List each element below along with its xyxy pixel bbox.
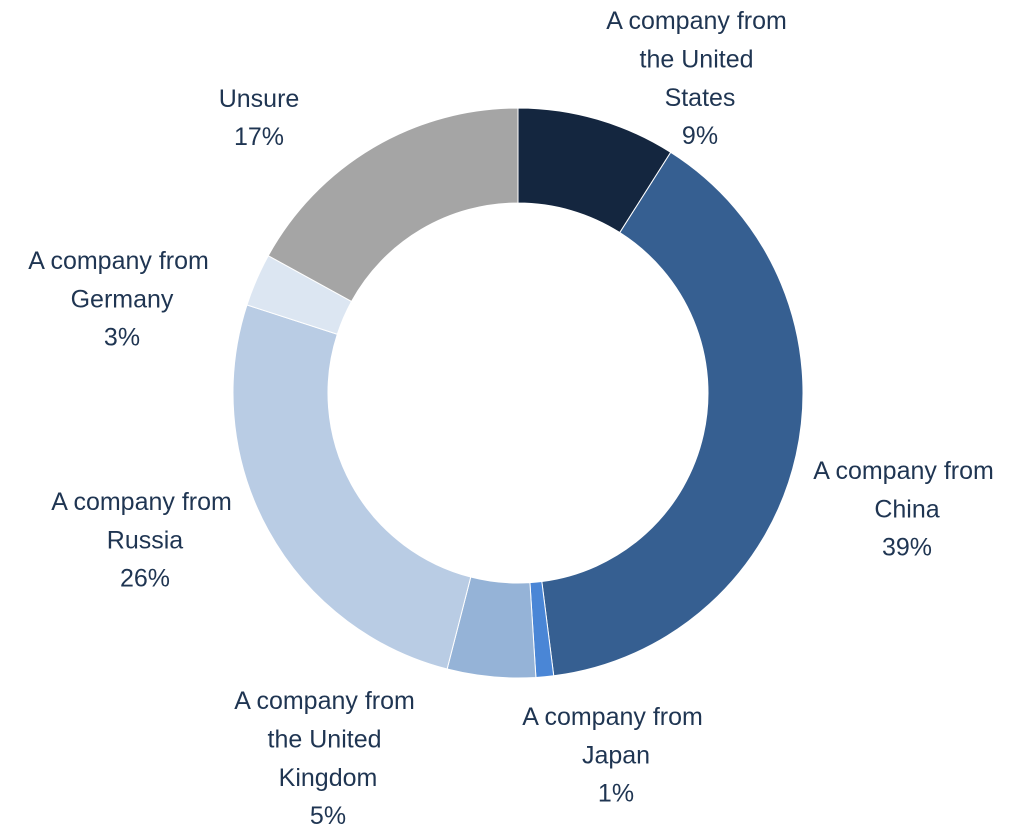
category-label: A company from China: [813, 457, 1001, 524]
category-label: A company from Japan: [522, 703, 710, 770]
value-label: 5%: [310, 802, 346, 830]
category-label: A company from the United Kingdom: [234, 687, 422, 792]
label-line: A company from: [234, 687, 422, 715]
label-line: A company from: [813, 457, 1001, 485]
donut-segment: [541, 151, 804, 677]
value-label: 9%: [682, 122, 718, 150]
value-label: 1%: [598, 780, 634, 808]
label-line: China: [874, 495, 939, 523]
label-line: the United: [640, 45, 761, 73]
donut-segment: [267, 107, 519, 303]
category-label: A company from the United States: [606, 7, 794, 112]
category-label: Unsure: [219, 85, 300, 113]
label-line: A company from: [606, 7, 794, 35]
label-line: A company from: [28, 247, 216, 275]
value-label: 26%: [120, 565, 170, 593]
label-line: Russia: [107, 526, 184, 554]
label-line: Unsure: [219, 85, 300, 113]
label-line: Germany: [71, 285, 174, 313]
category-label: A company from Germany: [28, 247, 216, 314]
value-label: 17%: [234, 123, 284, 151]
category-label: A company from Russia: [51, 488, 239, 555]
label-line: the United: [268, 725, 389, 753]
label-line: Kingdom: [279, 764, 378, 792]
label-line: States: [665, 84, 736, 112]
label-line: Japan: [582, 741, 650, 769]
value-label: 39%: [882, 534, 932, 562]
label-line: A company from: [522, 703, 710, 731]
donut-segment: [232, 304, 472, 670]
label-line: A company from: [51, 488, 239, 516]
value-label: 3%: [104, 324, 140, 352]
